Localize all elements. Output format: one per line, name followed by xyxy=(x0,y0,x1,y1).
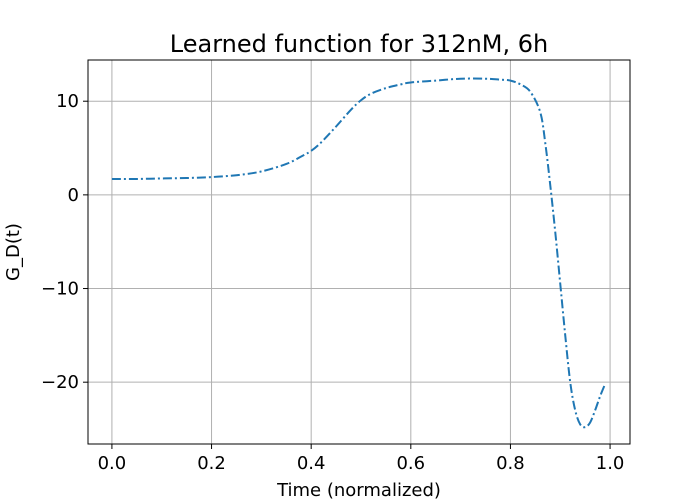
x-tick-label: 0.2 xyxy=(197,453,226,474)
x-tick-label: 0.4 xyxy=(297,453,326,474)
x-tick-label: 0.0 xyxy=(98,453,127,474)
x-tick-label: 0.8 xyxy=(496,453,525,474)
y-tick-label: 10 xyxy=(56,91,79,112)
chart-title: Learned function for 312nM, 6h xyxy=(170,30,548,58)
series-layer xyxy=(111,77,607,429)
y-tick-label: −20 xyxy=(41,372,79,393)
ticks: 0.0 0.2 0.4 0.6 0.8 1.0 −20 −10 0 10 xyxy=(41,91,624,474)
y-axis-label: G_D(t) xyxy=(3,223,24,281)
y-tick-label: −10 xyxy=(41,279,79,300)
x-axis-label: Time (normalized) xyxy=(276,480,441,500)
series-line xyxy=(111,77,607,429)
x-tick-label: 0.6 xyxy=(396,453,425,474)
grid xyxy=(88,60,630,444)
y-tick-label: 0 xyxy=(68,185,79,206)
plot-frame xyxy=(87,59,631,445)
x-tick-label: 1.0 xyxy=(596,453,625,474)
